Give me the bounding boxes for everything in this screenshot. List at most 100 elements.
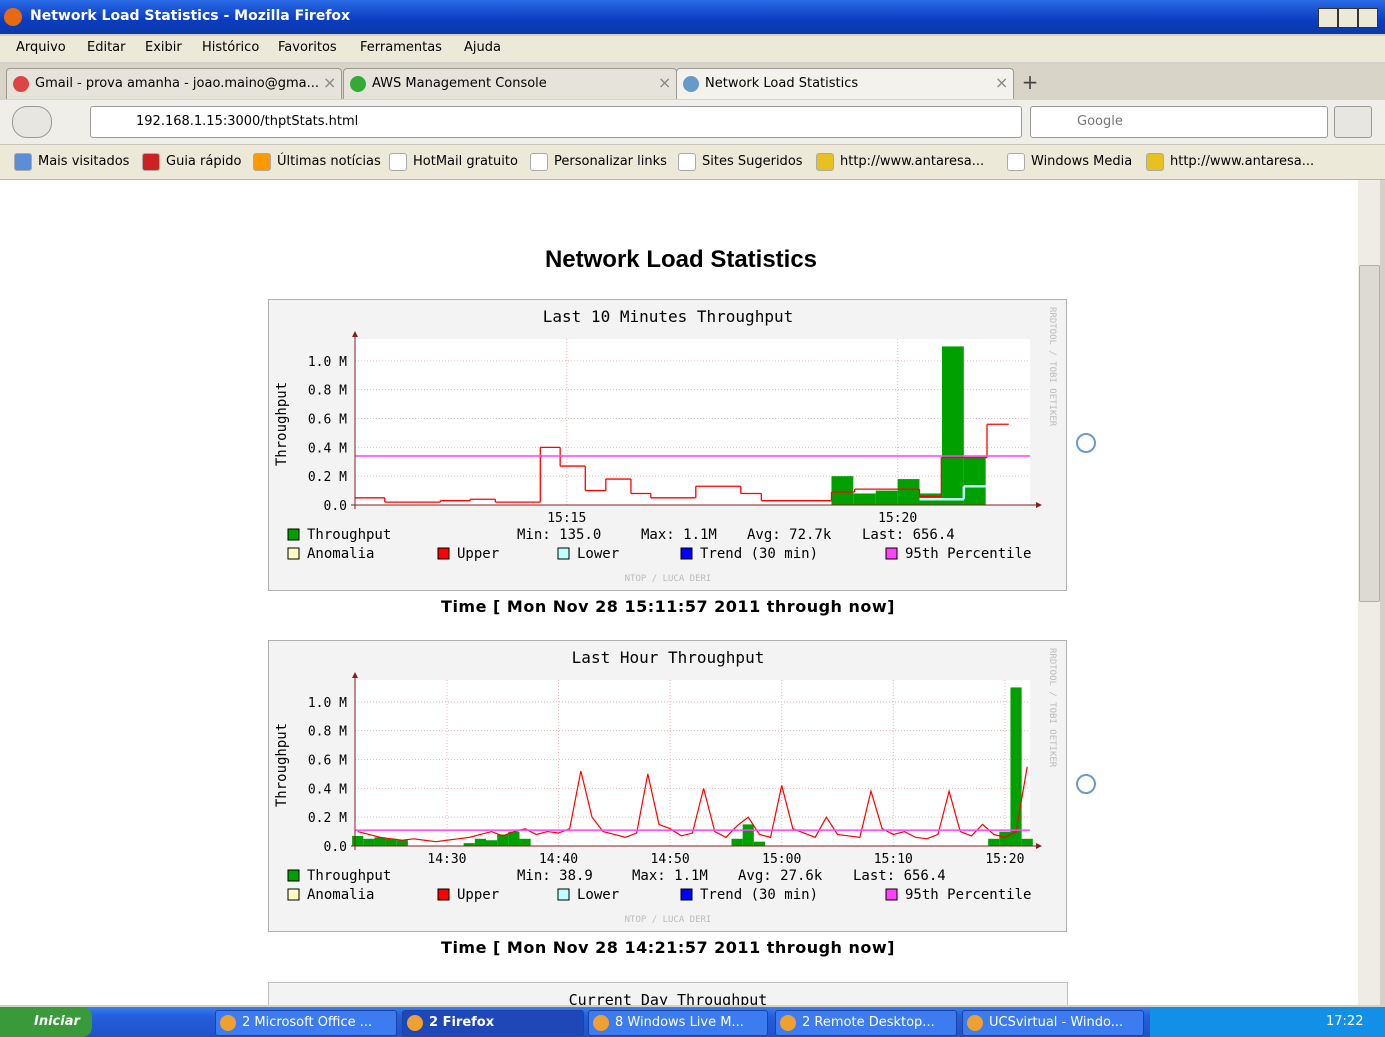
- graph-title: Current Day Throughput: [568, 991, 768, 1005]
- tab-close[interactable]: ×: [658, 73, 672, 92]
- y-tick-label: 0.4 M: [308, 782, 347, 797]
- menu-item[interactable]: Exibir: [145, 40, 182, 55]
- bookmark[interactable]: Guia rápido: [166, 154, 242, 169]
- x-tick-label: 15:00: [762, 852, 801, 867]
- menu-item[interactable]: Ferramentas: [360, 40, 442, 55]
- bookmark[interactable]: http://www.antaresa...: [840, 154, 985, 169]
- legend-label: Upper: [457, 546, 499, 562]
- y-tick-label: 0.6 M: [308, 413, 347, 428]
- y-tick-label: 0.2 M: [308, 811, 347, 826]
- legend-swatch: [557, 888, 570, 901]
- legend-label: Lower: [577, 887, 619, 903]
- taskbar-item[interactable]: 2 Firefox: [402, 1010, 584, 1036]
- taskbar: Iniciar 17:22 2 Microsoft Office ... 2 Fi…: [0, 1007, 1385, 1037]
- legend-swatch: [557, 547, 570, 560]
- bookmark-icon: [530, 153, 548, 171]
- back-button[interactable]: [12, 106, 52, 138]
- x-tick-label: 15:10: [874, 852, 913, 867]
- throughput-bar: [363, 838, 375, 846]
- tab-label: Network Load Statistics: [705, 76, 859, 91]
- menu-item[interactable]: Favoritos: [278, 40, 337, 55]
- legend-label: Anomalia: [307, 887, 374, 903]
- bookmark[interactable]: HotMail gratuito: [413, 154, 518, 169]
- taskbar-item[interactable]: 8 Windows Live M...: [588, 1010, 768, 1036]
- taskbar-icon: [593, 1015, 609, 1031]
- menu-item[interactable]: Histórico: [202, 40, 260, 55]
- maximize-button[interactable]: [1338, 8, 1358, 28]
- tab[interactable]: AWS Management Console ×: [343, 68, 677, 99]
- throughput-bar: [486, 840, 498, 846]
- page-heading: Network Load Statistics: [544, 246, 818, 273]
- taskbar-item[interactable]: 2 Remote Desktop...: [775, 1010, 957, 1036]
- legend-swatch: [680, 888, 693, 901]
- bookmark[interactable]: Windows Media: [1031, 154, 1133, 169]
- y-tick-label: 0.6 M: [308, 754, 347, 769]
- bookmark[interactable]: http://www.antaresa...: [1170, 154, 1315, 169]
- tab-label: AWS Management Console: [372, 76, 547, 91]
- legend-label: Trend (30 min): [700, 887, 818, 903]
- tab-icon: [683, 76, 699, 92]
- bookmark[interactable]: Mais visitados: [38, 154, 130, 169]
- taskbar-icon: [780, 1015, 796, 1031]
- x-tick-label: 14:40: [539, 852, 578, 867]
- zoom-icon[interactable]: [1076, 433, 1096, 453]
- throughput-bar: [853, 493, 876, 505]
- stat: Avg: 27.6k: [738, 868, 823, 884]
- menu-item[interactable]: Ajuda: [464, 40, 501, 55]
- tab[interactable]: Gmail - prova amanha - joao.maino@gma...…: [6, 68, 342, 99]
- system-tray: 17:22: [1150, 1007, 1385, 1037]
- menu-item[interactable]: Editar: [87, 40, 126, 55]
- url-field[interactable]: 192.168.1.15:3000/thptStats.html: [90, 106, 1022, 138]
- y-tick-label: 0.8 M: [308, 725, 347, 740]
- throughput-bar: [831, 476, 854, 505]
- throughput-bar: [497, 834, 509, 846]
- tab-close[interactable]: ×: [995, 73, 1009, 92]
- taskbar-label: UCSvirtual - Windo...: [989, 1015, 1124, 1030]
- throughput-bar: [352, 835, 364, 846]
- zoom-icon[interactable]: [1076, 774, 1096, 794]
- y-tick-label: 0.0: [324, 499, 347, 514]
- start-button[interactable]: Iniciar: [0, 1007, 92, 1037]
- throughput-bar: [508, 831, 520, 846]
- legend-label: Lower: [577, 546, 619, 562]
- legend-swatch: [287, 547, 300, 560]
- home-button[interactable]: [1334, 106, 1372, 138]
- plot-area: [355, 339, 1030, 505]
- stat: Min: 38.9: [517, 868, 593, 884]
- new-tab-button[interactable]: +: [1021, 70, 1039, 94]
- stat: Max: 1.1M: [632, 868, 708, 884]
- x-tick-label: 14:30: [427, 852, 466, 867]
- credit: NTOP / LUCA DERI: [625, 574, 712, 584]
- throughput-bar: [463, 843, 475, 846]
- taskbar-item[interactable]: UCSvirtual - Windo...: [962, 1010, 1144, 1036]
- tab[interactable]: Network Load Statistics ×: [676, 68, 1014, 99]
- throughput-bar: [385, 838, 397, 846]
- scroll-thumb[interactable]: [1359, 265, 1380, 602]
- y-tick-label: 0.2 M: [308, 470, 347, 485]
- legend-swatch: [680, 547, 693, 560]
- stat: Last: 656.4: [862, 527, 955, 543]
- throughput-bar: [999, 831, 1011, 846]
- legend-label: 95th Percentile: [905, 546, 1031, 562]
- legend-label: Trend (30 min): [700, 546, 818, 562]
- plot-area: [355, 680, 1030, 846]
- close-button[interactable]: [1358, 8, 1378, 28]
- legend-swatch: [885, 888, 898, 901]
- taskbar-item[interactable]: 2 Microsoft Office ...: [215, 1010, 397, 1036]
- menu-item[interactable]: Arquivo: [16, 40, 66, 55]
- scrollbar[interactable]: [1358, 180, 1380, 1005]
- throughput-bar: [374, 837, 386, 846]
- start-label: Iniciar: [34, 1014, 80, 1029]
- throughput-bar: [897, 479, 920, 505]
- tab-close[interactable]: ×: [323, 73, 337, 92]
- x-tick-label: 15:20: [878, 511, 917, 526]
- bookmark[interactable]: Sites Sugeridos: [702, 154, 803, 169]
- legend-swatch: [437, 547, 450, 560]
- bookmark[interactable]: Últimas notícias: [277, 154, 381, 169]
- y-tick-label: 1.0 M: [308, 355, 347, 370]
- legend-swatch: [885, 547, 898, 560]
- search-field[interactable]: Google: [1030, 106, 1328, 138]
- bookmark[interactable]: Personalizar links: [554, 154, 667, 169]
- minimize-button[interactable]: [1318, 8, 1338, 28]
